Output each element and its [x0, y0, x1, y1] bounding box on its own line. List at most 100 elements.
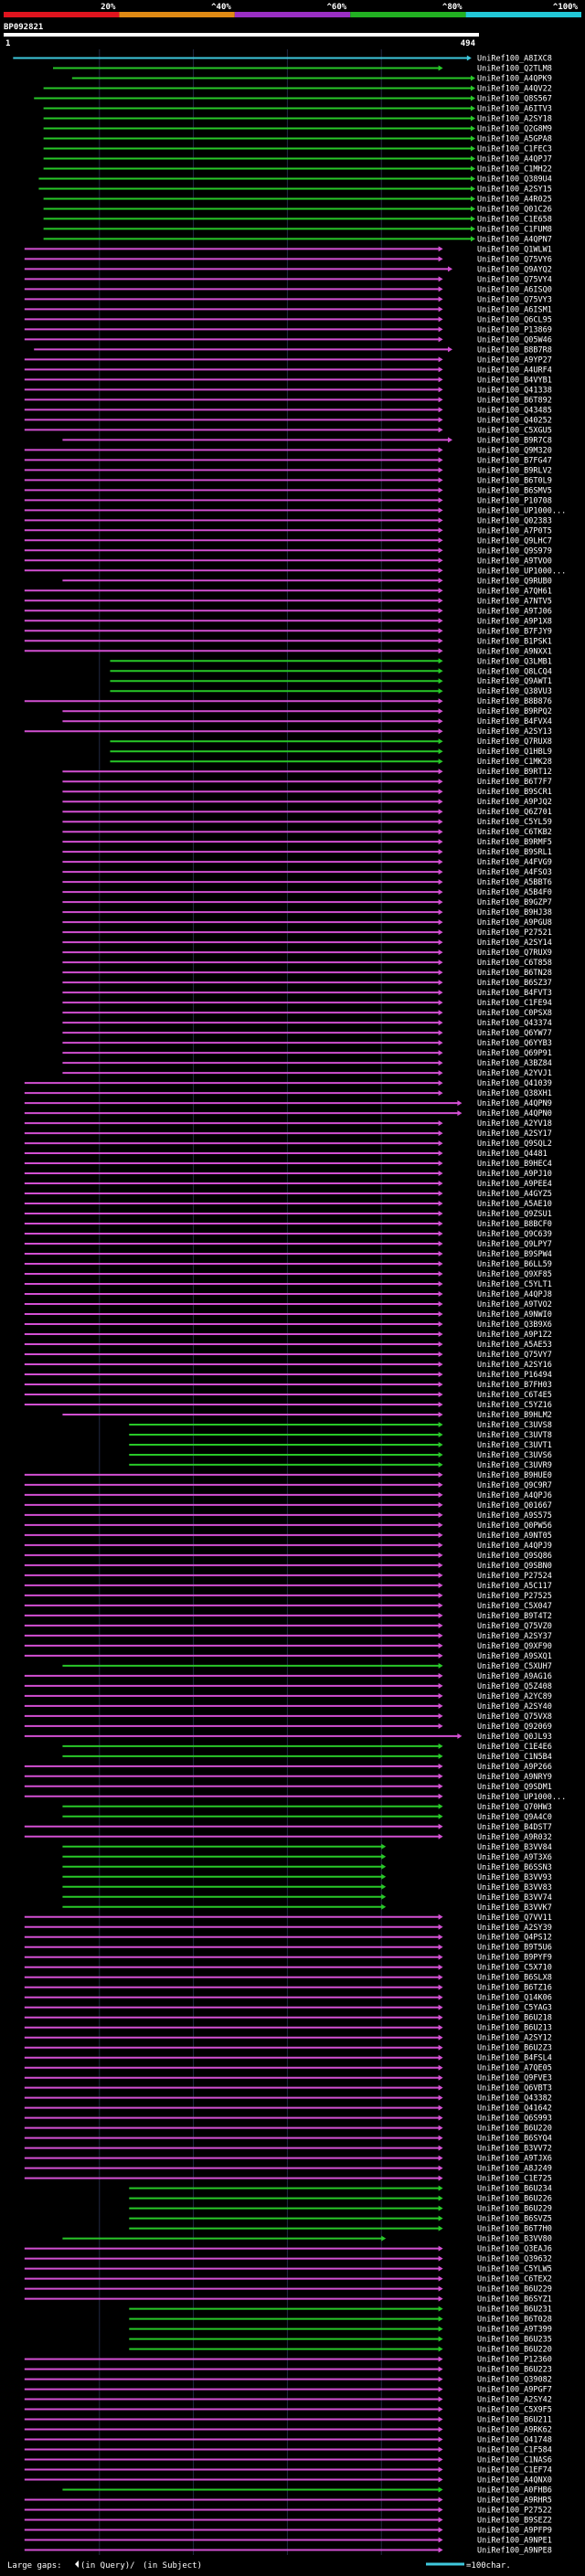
hit-label[interactable]: UniRef100_Q38VU3: [477, 687, 552, 696]
hit-label[interactable]: UniRef100_B6T7F7: [477, 778, 552, 787]
hit-label[interactable]: UniRef100_C1FEC3: [477, 144, 552, 154]
hit-label[interactable]: UniRef100_A6ISM1: [477, 305, 552, 314]
hit-label[interactable]: UniRef100_A8J249: [477, 2165, 552, 2174]
hit-label[interactable]: UniRef100_UP1000...: [477, 1793, 566, 1802]
hit-label[interactable]: UniRef100_A7NTV5: [477, 597, 552, 606]
hit-label[interactable]: UniRef100_C6T4E5: [477, 1391, 552, 1400]
hit-label[interactable]: UniRef100_Q1WLW1: [477, 245, 552, 254]
hit-label[interactable]: UniRef100_A5C117: [477, 1582, 552, 1591]
hit-label[interactable]: UniRef100_A4QPN0: [477, 1109, 552, 1118]
hit-label[interactable]: UniRef100_B3VVK7: [477, 1903, 552, 1913]
hit-label[interactable]: UniRef100_Q43485: [477, 406, 552, 415]
hit-label[interactable]: UniRef100_B6U223: [477, 2366, 552, 2375]
hit-label[interactable]: UniRef100_A9NT05: [477, 1532, 552, 1541]
hit-label[interactable]: UniRef100_Q41039: [477, 1079, 552, 1088]
hit-label[interactable]: UniRef100_Q43374: [477, 1019, 552, 1028]
hit-label[interactable]: UniRef100_C5YLW5: [477, 2265, 552, 2274]
hit-label[interactable]: UniRef100_Q6YW77: [477, 1029, 552, 1038]
hit-label[interactable]: UniRef100_A4QPK9: [477, 74, 552, 83]
hit-label[interactable]: UniRef100_B6U211: [477, 2416, 552, 2425]
hit-label[interactable]: UniRef100_B6SMV5: [477, 486, 552, 495]
hit-label[interactable]: UniRef100_A9NXX1: [477, 647, 552, 656]
hit-label[interactable]: UniRef100_Q9AYQ2: [477, 265, 552, 274]
hit-label[interactable]: UniRef100_A9P1Z2: [477, 1330, 552, 1340]
hit-label[interactable]: UniRef100_B4DST7: [477, 1823, 552, 1832]
hit-label[interactable]: UniRef100_A9NPE1: [477, 2537, 552, 2546]
hit-label[interactable]: UniRef100_A4QPJ9: [477, 1542, 552, 1551]
hit-label[interactable]: UniRef100_Q41748: [477, 2436, 552, 2445]
hit-label[interactable]: UniRef100_B7FG47: [477, 456, 552, 465]
hit-label[interactable]: UniRef100_Q75VY6: [477, 255, 552, 264]
hit-label[interactable]: UniRef100_Q40252: [477, 416, 552, 425]
hit-label[interactable]: UniRef100_B6T7H0: [477, 2225, 552, 2234]
hit-label[interactable]: UniRef100_C1MH22: [477, 164, 552, 174]
hit-label[interactable]: UniRef100_B9SPW4: [477, 1250, 552, 1259]
hit-label[interactable]: UniRef100_B6U220: [477, 2125, 552, 2134]
hit-label[interactable]: UniRef100_P16494: [477, 1371, 552, 1380]
hit-label[interactable]: UniRef100_C3UVS6: [477, 1451, 552, 1460]
hit-label[interactable]: UniRef100_Q05W46: [477, 335, 552, 345]
hit-label[interactable]: UniRef100_Q389U4: [477, 175, 552, 184]
hit-label[interactable]: UniRef100_A2SY17: [477, 1129, 552, 1139]
hit-label[interactable]: UniRef100_Q4481: [477, 1150, 548, 1159]
hit-label[interactable]: UniRef100_B4FSL4: [477, 2054, 552, 2063]
hit-label[interactable]: UniRef100_A7QH61: [477, 587, 552, 596]
hit-label[interactable]: UniRef100_C1E658: [477, 215, 552, 224]
hit-label[interactable]: UniRef100_B7FH03: [477, 1381, 552, 1390]
hit-label[interactable]: UniRef100_Q75VZ0: [477, 1622, 552, 1631]
hit-label[interactable]: UniRef100_A9TVO0: [477, 557, 552, 566]
hit-label[interactable]: UniRef100_Q6Z701: [477, 808, 552, 817]
hit-label[interactable]: UniRef100_B9RMF5: [477, 838, 552, 847]
hit-label[interactable]: UniRef100_B7FJY9: [477, 627, 552, 636]
hit-label[interactable]: UniRef100_A5AE53: [477, 1341, 552, 1350]
hit-label[interactable]: UniRef100_A9PJ10: [477, 1170, 552, 1179]
hit-label[interactable]: UniRef100_B6U229: [477, 2205, 552, 2214]
hit-label[interactable]: UniRef100_B9T5U6: [477, 1944, 552, 1953]
hit-label[interactable]: UniRef100_A5AE10: [477, 1200, 552, 1209]
hit-label[interactable]: UniRef100_Q1HBL9: [477, 747, 552, 757]
hit-label[interactable]: UniRef100_A4QPJ6: [477, 1491, 552, 1500]
hit-label[interactable]: UniRef100_A9S575: [477, 1511, 552, 1521]
hit-label[interactable]: UniRef100_Q3LMB1: [477, 657, 552, 666]
hit-label[interactable]: UniRef100_Q9SQ86: [477, 1552, 552, 1561]
hit-label[interactable]: UniRef100_B6T892: [477, 396, 552, 405]
hit-label[interactable]: UniRef100_B6U235: [477, 2336, 552, 2345]
hit-label[interactable]: UniRef100_A4FSO3: [477, 868, 552, 877]
hit-label[interactable]: UniRef100_Q9S979: [477, 546, 552, 556]
hit-label[interactable]: UniRef100_A4QPJ7: [477, 154, 552, 164]
hit-label[interactable]: UniRef100_A9PFP9: [477, 2527, 552, 2536]
hit-label[interactable]: UniRef100_C5X710: [477, 1964, 552, 1973]
hit-label[interactable]: UniRef100_P27524: [477, 1572, 552, 1581]
hit-label[interactable]: UniRef100_A2SY42: [477, 2396, 552, 2405]
hit-label[interactable]: UniRef100_A2SY14: [477, 938, 552, 948]
hit-label[interactable]: UniRef100_B3VV93: [477, 1873, 552, 1882]
hit-label[interactable]: UniRef100_C1NAS6: [477, 2456, 552, 2465]
hit-label[interactable]: UniRef100_A9SXQ1: [477, 1652, 552, 1661]
hit-label[interactable]: UniRef100_Q75VY7: [477, 1351, 552, 1360]
hit-label[interactable]: UniRef100_A7QE05: [477, 2064, 552, 2073]
hit-label[interactable]: UniRef100_A4QV22: [477, 84, 552, 93]
hit-label[interactable]: UniRef100_A5B4F0: [477, 888, 552, 897]
hit-label[interactable]: UniRef100_A3BZ84: [477, 1059, 552, 1068]
hit-label[interactable]: UniRef100_Q8LCQ4: [477, 667, 552, 676]
hit-label[interactable]: UniRef100_Q9SQL2: [477, 1140, 552, 1149]
hit-label[interactable]: UniRef100_B6U220: [477, 2346, 552, 2355]
hit-label[interactable]: UniRef100_C1FE94: [477, 999, 552, 1008]
hit-label[interactable]: UniRef100_B6TN28: [477, 969, 552, 978]
hit-label[interactable]: UniRef100_A6ITV3: [477, 104, 552, 113]
hit-label[interactable]: UniRef100_P12360: [477, 2356, 552, 2365]
hit-label[interactable]: UniRef100_Q7RUX9: [477, 949, 552, 958]
hit-label[interactable]: UniRef100_A8IXC8: [477, 54, 552, 63]
hit-label[interactable]: UniRef100_B9SCR1: [477, 788, 552, 797]
hit-label[interactable]: UniRef100_A4FVG9: [477, 858, 552, 867]
hit-label[interactable]: UniRef100_C6TEX2: [477, 2275, 552, 2284]
hit-label[interactable]: UniRef100_A4R025: [477, 195, 552, 204]
hit-label[interactable]: UniRef100_A9PGF7: [477, 2386, 552, 2395]
hit-label[interactable]: UniRef100_Q01667: [477, 1501, 552, 1511]
hit-label[interactable]: UniRef100_B9PYF9: [477, 1954, 552, 1963]
hit-label[interactable]: UniRef100_B6U2Z3: [477, 2044, 552, 2053]
hit-label[interactable]: UniRef100_B3VV72: [477, 2145, 552, 2154]
hit-label[interactable]: UniRef100_Q75VY4: [477, 275, 552, 284]
hit-label[interactable]: UniRef100_P13869: [477, 325, 552, 334]
hit-label[interactable]: UniRef100_Q2G8M9: [477, 124, 552, 133]
